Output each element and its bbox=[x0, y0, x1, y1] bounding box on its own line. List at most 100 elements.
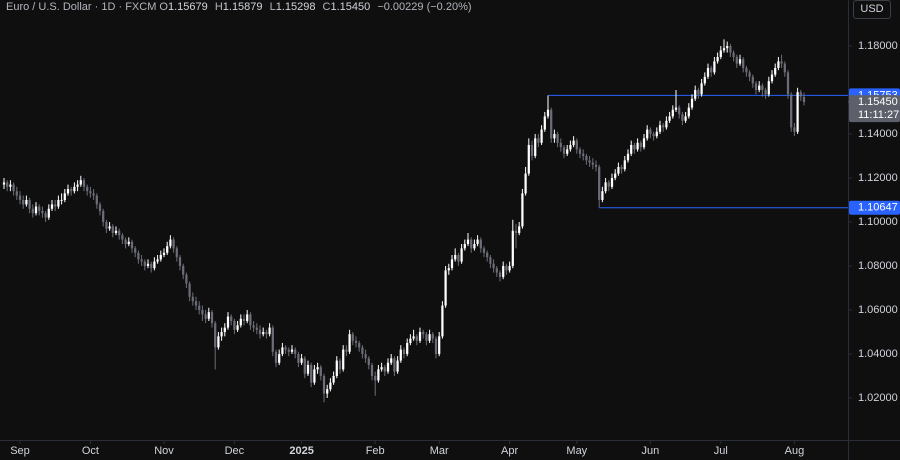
candle-body bbox=[495, 268, 498, 273]
x-tick-label: Apr bbox=[501, 445, 518, 457]
candle-body bbox=[31, 208, 34, 214]
x-tick-label: Feb bbox=[366, 445, 385, 457]
candle-body bbox=[489, 257, 492, 264]
legend-value: 1.15298 bbox=[275, 1, 316, 13]
candle-body bbox=[610, 177, 614, 187]
candle-body bbox=[188, 283, 191, 297]
candle-body bbox=[694, 89, 697, 99]
candle-body bbox=[492, 263, 495, 269]
legend-label: O bbox=[159, 1, 168, 13]
candle-body bbox=[681, 114, 684, 121]
x-tick-label: Nov bbox=[154, 445, 174, 457]
candle-body bbox=[191, 296, 194, 302]
candle-body bbox=[351, 334, 354, 341]
candle-body bbox=[508, 265, 511, 271]
candle-body bbox=[783, 63, 786, 73]
candle-body bbox=[82, 180, 86, 187]
y-tick-label: 1.04000 bbox=[858, 348, 898, 360]
candle-body bbox=[380, 367, 383, 370]
candle-body bbox=[124, 239, 127, 244]
candle-body bbox=[134, 248, 137, 253]
candle-body bbox=[156, 259, 159, 262]
candle-body bbox=[473, 243, 476, 249]
candle-body bbox=[674, 107, 678, 110]
candle-body bbox=[271, 327, 274, 352]
candle-body bbox=[332, 375, 335, 383]
x-tick-label: Dec bbox=[225, 445, 245, 457]
last-price-box bbox=[849, 95, 900, 123]
candle-body bbox=[361, 347, 364, 354]
candle-body bbox=[194, 301, 198, 306]
candle-body bbox=[572, 140, 575, 145]
x-tick-label: May bbox=[566, 445, 587, 457]
candle-body bbox=[745, 67, 748, 73]
candle-body bbox=[34, 206, 38, 214]
candle-body bbox=[770, 74, 774, 82]
candle-body bbox=[70, 188, 73, 192]
legend-value: 1.15879 bbox=[222, 1, 263, 13]
candle-body bbox=[415, 336, 418, 341]
candle-body bbox=[764, 89, 767, 95]
candle-body bbox=[543, 116, 546, 130]
candle-body bbox=[50, 204, 54, 209]
x-tick-label: Mar bbox=[430, 445, 449, 457]
candle-body bbox=[802, 97, 806, 103]
candle-body bbox=[556, 133, 559, 143]
candle-body bbox=[236, 325, 239, 330]
candle-body bbox=[553, 133, 556, 139]
candle-body bbox=[278, 353, 281, 363]
candle-body bbox=[345, 349, 348, 352]
x-tick-label: Oct bbox=[82, 445, 99, 457]
candle-body bbox=[338, 360, 342, 370]
candle-body bbox=[159, 254, 162, 260]
y-tick-label: 1.08000 bbox=[858, 260, 898, 272]
candle-body bbox=[511, 230, 514, 266]
candle-body bbox=[671, 109, 674, 117]
candle-body bbox=[265, 331, 268, 335]
candle-body bbox=[169, 239, 172, 247]
candle-body bbox=[9, 184, 12, 187]
candle-body bbox=[207, 312, 210, 319]
symbol-title: Euro / U.S. Dollar · 1D · FXCM bbox=[6, 1, 157, 13]
candle-body bbox=[390, 358, 393, 363]
candle-body bbox=[268, 327, 271, 335]
candle-body bbox=[700, 83, 703, 95]
candle-body bbox=[758, 85, 761, 90]
candle-body bbox=[444, 270, 447, 306]
candle-body bbox=[588, 160, 591, 163]
candle-body bbox=[732, 52, 735, 57]
candle-body bbox=[76, 184, 79, 187]
candle-body bbox=[777, 61, 780, 68]
candle-body bbox=[422, 331, 425, 335]
candle-body bbox=[562, 147, 566, 154]
candle-body bbox=[242, 318, 246, 321]
candle-body bbox=[370, 364, 374, 376]
legend-label: L bbox=[269, 1, 276, 13]
candle-body bbox=[146, 263, 150, 266]
candle-body bbox=[594, 164, 598, 167]
candle-body bbox=[607, 182, 610, 187]
candle-body bbox=[313, 369, 316, 383]
candle-body bbox=[38, 206, 41, 211]
candle-body bbox=[713, 61, 716, 73]
last-price-label: 1.15450 bbox=[858, 96, 898, 108]
candle-body bbox=[127, 241, 130, 244]
price-label: 1.10647 bbox=[858, 202, 898, 214]
candle-body bbox=[441, 305, 444, 337]
price-label-box bbox=[849, 200, 900, 215]
candle-body bbox=[447, 268, 450, 271]
currency-button[interactable]: USD bbox=[853, 0, 891, 19]
candle-body bbox=[89, 191, 92, 194]
legend-change: −0.00229 (−0.20%) bbox=[377, 1, 472, 13]
candle-body bbox=[281, 347, 284, 354]
candle-body bbox=[767, 81, 770, 95]
candle-body bbox=[454, 254, 457, 260]
candle-body bbox=[633, 144, 636, 150]
candle-body bbox=[482, 248, 486, 253]
candle-body bbox=[409, 338, 412, 343]
candle-body bbox=[418, 331, 422, 341]
candle-body bbox=[322, 375, 326, 394]
candle-body bbox=[450, 259, 454, 269]
candle-body bbox=[364, 353, 367, 359]
candle-body bbox=[214, 323, 217, 348]
